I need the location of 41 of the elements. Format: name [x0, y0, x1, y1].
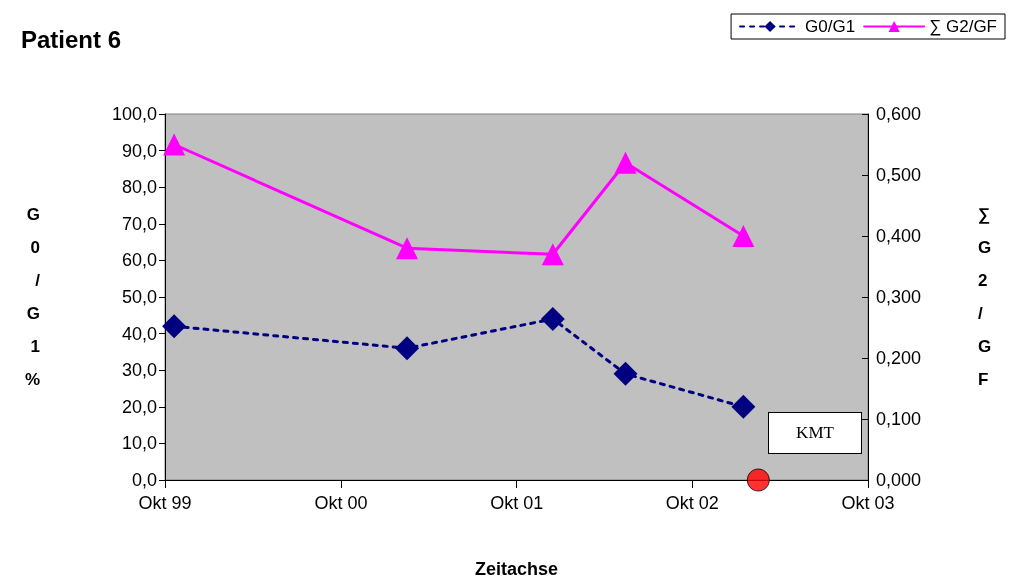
- x-tick-label: Okt 03: [841, 493, 895, 513]
- point: [613, 361, 638, 386]
- y-tick-label: 0,0: [131, 470, 157, 490]
- y2-tick-label: 0,300: [876, 287, 922, 307]
- x-tick-label: Okt 99: [138, 493, 192, 513]
- point: [541, 243, 564, 266]
- y2-tick-label: 0,400: [876, 226, 922, 246]
- y2-tick-label: 0,200: [876, 348, 922, 368]
- y2-tick-label: 0,100: [876, 409, 922, 429]
- point: [746, 468, 770, 492]
- point: [614, 151, 637, 174]
- y2-tick-label: 0,000: [876, 470, 922, 490]
- x-tick-label: Okt 01: [490, 493, 544, 513]
- y-tick-label: 80,0: [121, 177, 157, 198]
- point: [395, 336, 420, 361]
- legend-label: ∑ G2/GF: [929, 17, 998, 36]
- y-tick-label: 20,0: [121, 396, 157, 417]
- point: [396, 237, 419, 260]
- y-tick-label: 10,0: [121, 433, 157, 454]
- chart-title: Patient 6: [21, 25, 122, 53]
- x-tick-label: Okt 02: [665, 493, 719, 513]
- point: [732, 225, 755, 247]
- y-tick-label: 70,0: [121, 213, 157, 234]
- point: [540, 306, 565, 331]
- note-box: KMT: [768, 412, 862, 454]
- y-tick-label: 60,0: [121, 250, 157, 271]
- point: [163, 133, 186, 156]
- x-axis-title: Zeitachse: [474, 559, 559, 579]
- y2-tick-label: 0,500: [876, 165, 922, 185]
- y-axis-title: G0/G1 %: [24, 205, 41, 389]
- y2-axis-title: ∑ G2/GF: [978, 205, 992, 389]
- legend-label: G0/G1: [805, 17, 856, 36]
- point: [731, 394, 756, 419]
- x-tick-label: Okt 00: [314, 493, 368, 513]
- y-tick-label: 50,0: [121, 287, 157, 307]
- y-tick-label: 30,0: [121, 360, 157, 381]
- y-tick-label: 40,0: [121, 323, 157, 344]
- y2-tick-label: 0,600: [876, 104, 922, 124]
- y-tick-label: 100,0: [111, 104, 157, 124]
- point: [162, 314, 187, 339]
- y-tick-label: 90,0: [121, 140, 157, 161]
